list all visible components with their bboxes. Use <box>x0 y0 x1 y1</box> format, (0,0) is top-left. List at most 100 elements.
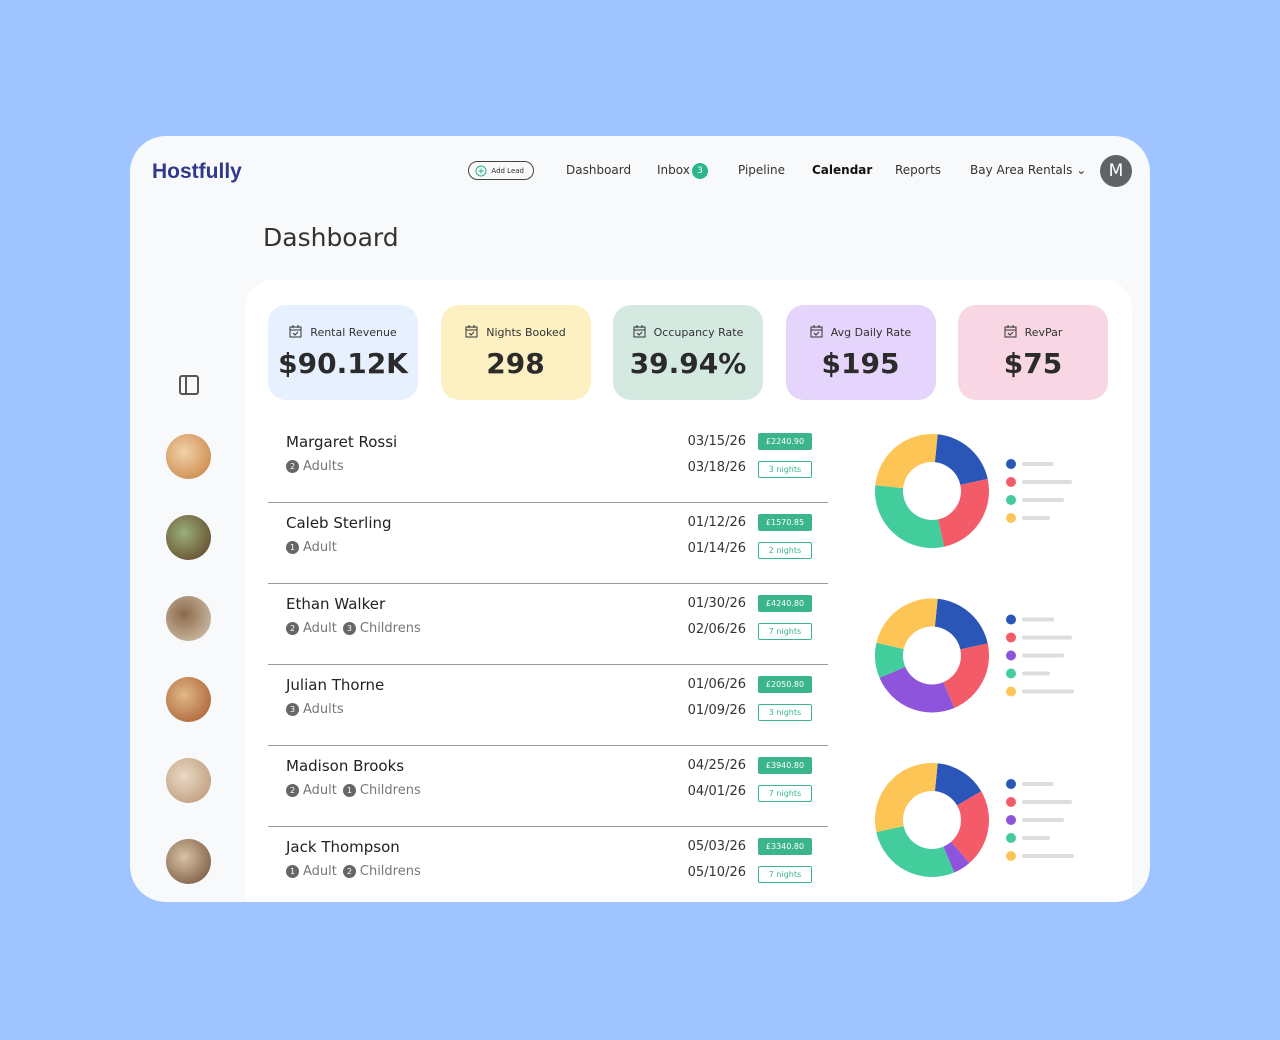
guest-name: Ethan Walker <box>286 595 386 613</box>
check-in: 01/06/26 <box>687 677 746 692</box>
inbox-badge: 3 <box>692 163 708 179</box>
amount-badge: £3940.80 <box>758 757 812 774</box>
property-photo[interactable] <box>166 515 211 560</box>
count-badge: 2 <box>286 460 299 473</box>
legend-bar <box>1022 653 1064 658</box>
legend-dot <box>1006 459 1016 469</box>
count-badge: 2 <box>286 784 299 797</box>
legend-dot <box>1006 851 1016 861</box>
guest-type: Adult <box>303 783 337 798</box>
donut-segment <box>876 598 938 650</box>
nav-link[interactable]: Pipeline <box>738 163 785 177</box>
stat-label-text: RevPar <box>1024 326 1063 339</box>
property-photo[interactable] <box>166 596 211 641</box>
add-lead-button[interactable]: Add Lead <box>468 161 534 180</box>
legend-dot <box>1006 779 1016 789</box>
legend-dot <box>1006 833 1016 843</box>
stat-label-text: Nights Booked <box>486 326 566 339</box>
legend-dot <box>1006 513 1016 523</box>
guest-count: 2 Adult 3 Childrens <box>286 621 423 636</box>
guest-count: 1 Adult <box>286 540 339 555</box>
stat-label-text: Rental Revenue <box>310 326 397 339</box>
donut-segment <box>875 642 906 678</box>
page-title: Dashboard <box>263 223 399 252</box>
legend-bar <box>1022 782 1054 786</box>
brand[interactable]: Hostfully <box>152 160 242 183</box>
check-in: 01/12/26 <box>687 515 746 530</box>
property-photo[interactable] <box>166 758 211 803</box>
legend-bar <box>1022 462 1054 466</box>
stat-value: $195 <box>821 347 900 380</box>
legend-bar <box>1022 836 1050 840</box>
legend-bar <box>1022 854 1074 858</box>
stat-label: RevPar <box>958 325 1108 339</box>
guest-type: Adult <box>303 621 337 636</box>
property-photo[interactable] <box>166 677 211 722</box>
guest-type: Childrens <box>359 621 421 636</box>
stat-card: RevPar $75 <box>958 305 1108 400</box>
calendar-icon <box>1004 325 1017 338</box>
legend-dot <box>1006 797 1016 807</box>
legend-bar <box>1022 498 1064 502</box>
booking-row[interactable]: Caleb Sterling 1 Adult 01/12/26 01/14/26 £157… <box>268 503 828 584</box>
user-avatar[interactable]: M <box>1100 155 1132 187</box>
guest-type: Childrens <box>359 864 421 879</box>
check-in: 01/30/26 <box>687 596 746 611</box>
stat-label: Avg Daily Rate <box>786 325 936 339</box>
add-lead-label: Add Lead <box>491 167 524 175</box>
donut-segment <box>934 598 988 650</box>
sidebar-toggle[interactable] <box>178 374 200 396</box>
nights-badge: 3 nights <box>758 704 812 721</box>
legend-bar <box>1022 617 1054 622</box>
legend-bar <box>1022 689 1074 694</box>
check-out: 02/06/26 <box>687 622 746 637</box>
donut-segment <box>943 841 970 873</box>
nights-badge: 7 nights <box>758 785 812 802</box>
stat-value: $90.12K <box>278 347 408 380</box>
check-in: 04/25/26 <box>687 758 746 773</box>
guest-count: 2 Adults <box>286 459 346 474</box>
donut-segment <box>876 826 955 878</box>
calendar-icon <box>289 325 302 338</box>
legend-bar <box>1022 635 1072 640</box>
booking-row[interactable]: Ethan Walker 2 Adult 3 Childrens 01/30/26 02/0… <box>268 584 828 665</box>
donut-segment <box>943 643 990 708</box>
booking-row[interactable]: Jack Thompson 1 Adult 2 Childrens 05/03/26 05/… <box>268 827 828 902</box>
booking-row[interactable]: Margaret Rossi 2 Adults 03/15/26 03/18/26 £22… <box>268 422 828 503</box>
donut-segment <box>951 791 989 863</box>
legend-dot <box>1006 614 1016 625</box>
property-photo[interactable] <box>166 434 211 479</box>
count-badge: 1 <box>286 865 299 878</box>
amount-badge: £4240.80 <box>758 595 812 612</box>
guest-type: Adult <box>303 864 337 879</box>
amount-badge: £3340.80 <box>758 838 812 855</box>
stat-card: Nights Booked 298 <box>440 305 591 400</box>
amount-badge: £2050.80 <box>758 676 812 693</box>
guest-name: Jack Thompson <box>286 838 400 856</box>
count-badge: 3 <box>286 703 299 716</box>
property-photo[interactable] <box>166 839 211 884</box>
check-out: 04/01/26 <box>687 784 746 799</box>
app-window: Hostfully Add Lead 3 Bay Area Rentals ⌄ … <box>130 136 1150 902</box>
legend-dot <box>1006 650 1016 661</box>
guest-type: Childrens <box>359 783 421 798</box>
guest-name: Caleb Sterling <box>286 514 392 532</box>
legend-dot <box>1006 686 1016 697</box>
check-in: 05/03/26 <box>687 839 746 854</box>
nav-link[interactable]: Calendar <box>812 163 873 177</box>
stat-label: Rental Revenue <box>268 325 418 339</box>
account-switcher[interactable]: Bay Area Rentals ⌄ <box>970 163 1087 177</box>
guest-name: Margaret Rossi <box>286 433 398 451</box>
stat-card: Occupancy Rate 39.94% <box>613 305 763 400</box>
count-badge: 3 <box>342 622 356 635</box>
booking-row[interactable]: Madison Brooks 2 Adult 1 Childrens 04/25/26 04… <box>268 746 828 827</box>
nav-link[interactable]: Inbox <box>657 163 690 177</box>
guest-count: 3 Adults <box>286 702 346 717</box>
stat-label: Occupancy Rate <box>613 325 763 339</box>
check-out: 01/09/26 <box>687 703 746 718</box>
stat-card: Rental Revenue $90.12K <box>268 305 418 400</box>
booking-row[interactable]: Julian Thorne 3 Adults 01/06/26 01/09/26 £205… <box>268 665 828 746</box>
nav-link[interactable]: Dashboard <box>566 163 632 177</box>
nav-link[interactable]: Reports <box>895 163 942 177</box>
check-in: 03/15/26 <box>687 434 746 449</box>
